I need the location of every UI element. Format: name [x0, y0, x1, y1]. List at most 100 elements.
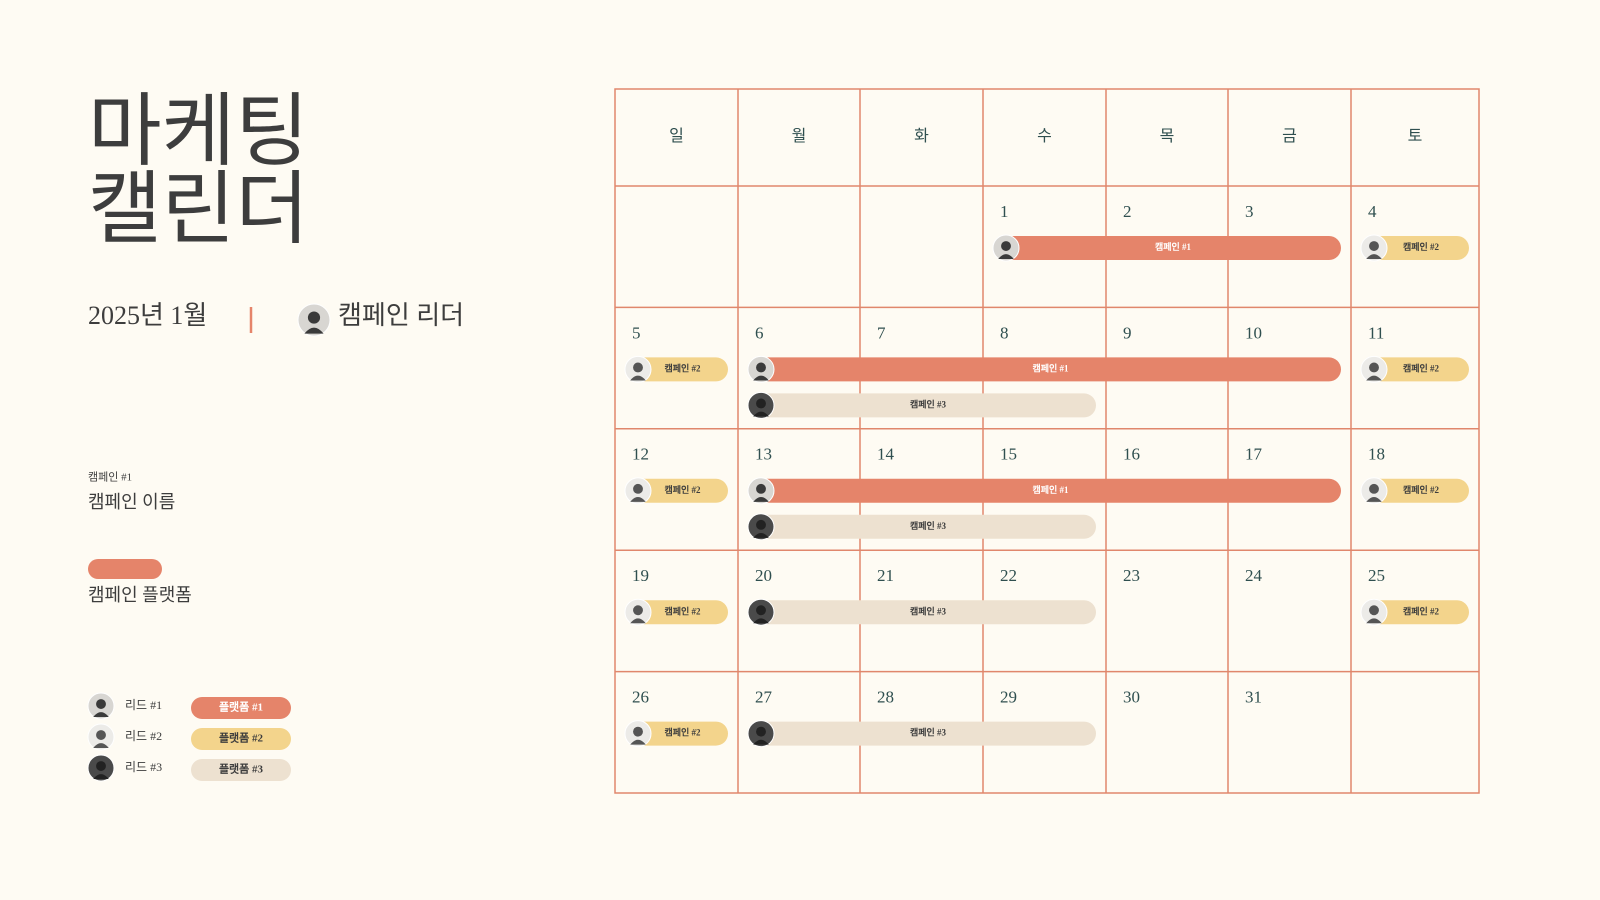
event-label: 캠페인 #2	[664, 362, 701, 373]
event-label: 캠페인 #2	[664, 727, 701, 738]
lead-label: 리드 #3	[125, 760, 162, 774]
month: 2025년 1월	[88, 301, 207, 330]
day-number: 28	[877, 688, 894, 707]
avatar-head	[1369, 241, 1379, 251]
avatar-head	[756, 483, 766, 494]
avatar-head	[633, 483, 643, 494]
day-number: 8	[1000, 323, 1009, 342]
avatar-body	[630, 496, 646, 502]
avatar-head	[633, 726, 643, 737]
day-number: 25	[1368, 566, 1385, 585]
avatar-head	[756, 726, 766, 737]
event-label: 캠페인 #2	[664, 484, 701, 495]
event-label: 캠페인 #2	[1403, 484, 1440, 495]
day-number: 30	[1123, 688, 1140, 707]
avatar-head	[1369, 605, 1379, 616]
event-bar	[752, 393, 1096, 418]
avatar-head	[1369, 483, 1379, 494]
event-bar	[997, 236, 1341, 260]
day-number: 16	[1123, 445, 1140, 464]
event-bar	[1365, 357, 1469, 382]
avatar-body	[753, 739, 769, 745]
lead-label: 리드 #2	[125, 729, 162, 743]
avatar-head	[96, 699, 106, 709]
avatar-body	[1366, 618, 1382, 624]
weekday: 일	[669, 127, 684, 145]
weekday: 월	[792, 127, 807, 145]
avatar-body	[753, 496, 769, 502]
avatar-body	[93, 743, 109, 749]
avatar-body	[93, 712, 109, 718]
avatar-head	[756, 605, 766, 616]
event-label: 캠페인 #1	[1155, 241, 1192, 252]
avatar-body	[304, 327, 324, 334]
platform-pill	[191, 728, 291, 750]
sample-name: 캠페인 이름	[88, 492, 175, 512]
day-number: 24	[1245, 566, 1263, 585]
avatar-head	[756, 519, 766, 530]
avatar-head	[756, 362, 766, 373]
weekday: 목	[1160, 128, 1175, 145]
event-label: 캠페인 #2	[1403, 362, 1440, 373]
event-bar	[752, 514, 1096, 539]
day-number: 4	[1368, 202, 1377, 221]
event-bar	[752, 600, 1096, 625]
avatar-body	[998, 254, 1014, 260]
avatar-body	[1366, 496, 1382, 502]
avatar-body	[1366, 254, 1382, 260]
avatar-head	[1369, 362, 1379, 373]
day-number: 11	[1368, 323, 1384, 342]
day-number: 27	[755, 688, 773, 707]
platform-label: 플랫폼 #3	[219, 762, 264, 776]
day-number: 22	[1000, 566, 1017, 585]
event-bar	[1365, 236, 1469, 260]
avatar-body	[630, 739, 646, 745]
day-number: 7	[877, 323, 886, 342]
event-bar	[629, 721, 728, 746]
avatar-head	[756, 398, 766, 409]
event-bar	[629, 600, 728, 625]
avatar-body	[753, 618, 769, 624]
avatar-body	[630, 618, 646, 624]
platform-label: 플랫폼 #1	[219, 700, 263, 714]
avatar-body	[753, 411, 769, 417]
day-number: 31	[1245, 688, 1262, 707]
day-number: 3	[1245, 202, 1254, 221]
sample-tag: 캠페인 #1	[88, 471, 132, 484]
avatar-head	[96, 730, 106, 740]
day-number: 18	[1368, 445, 1385, 464]
sample-platform: 캠페인 플랫폼	[88, 585, 192, 605]
event-label: 캠페인 #3	[910, 605, 947, 616]
day-number: 29	[1000, 688, 1017, 707]
avatar-body	[93, 774, 109, 780]
day-number: 26	[632, 688, 649, 707]
day-number: 12	[632, 445, 649, 464]
day-number: 10	[1245, 323, 1262, 342]
day-number: 17	[1245, 445, 1263, 464]
event-bar	[629, 478, 728, 503]
day-number: 19	[632, 566, 649, 585]
event-bar	[629, 357, 728, 382]
day-number: 14	[877, 445, 895, 464]
event-label: 캠페인 #1	[1032, 362, 1069, 373]
event-label: 캠페인 #2	[1403, 605, 1440, 616]
event-bar	[1365, 478, 1469, 503]
weekday: 수	[1037, 127, 1052, 145]
platform-pill	[191, 759, 291, 781]
weekday: 토	[1408, 128, 1423, 145]
day-number: 1	[1000, 202, 1009, 221]
sample-pill	[88, 559, 162, 579]
avatar-body	[753, 375, 769, 381]
event-label: 캠페인 #3	[910, 520, 947, 531]
avatar-head	[96, 761, 106, 771]
avatar-body	[1366, 375, 1382, 381]
event-bar	[752, 721, 1096, 746]
event-label: 캠페인 #2	[664, 605, 701, 616]
avatar-head	[633, 362, 643, 373]
event-bar	[752, 357, 1341, 382]
day-number: 23	[1123, 566, 1140, 585]
lead-label: 리드 #1	[125, 698, 162, 712]
avatar-body	[753, 532, 769, 538]
platform-pill	[191, 697, 291, 719]
day-number: 13	[755, 445, 772, 464]
